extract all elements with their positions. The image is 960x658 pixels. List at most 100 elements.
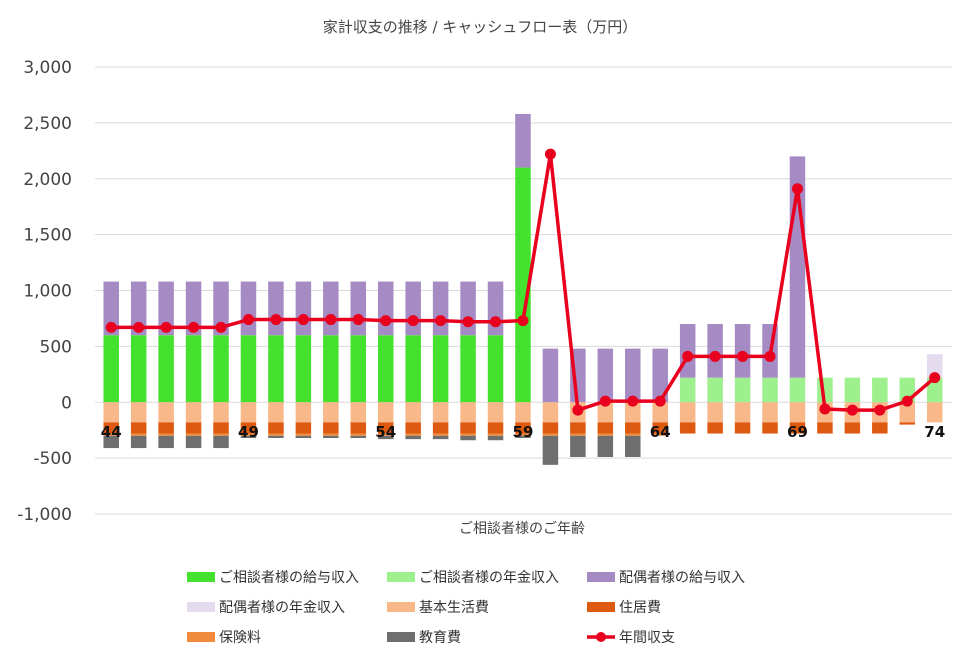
y-tick-label: 2,500 — [23, 114, 72, 134]
bar-segment — [268, 422, 284, 434]
bar-segment — [487, 433, 504, 436]
bar-segment — [295, 402, 312, 423]
bar-segment — [350, 433, 367, 436]
legend-swatch — [187, 572, 215, 582]
bar-segment — [926, 377, 943, 403]
bar-segment — [185, 433, 202, 436]
bar-segment — [460, 335, 476, 403]
bar-segment — [295, 433, 312, 436]
bar-segment — [597, 402, 614, 423]
bar-segment — [432, 422, 449, 434]
bar-segment — [350, 435, 367, 439]
bar-segment — [213, 435, 229, 449]
bar-segment — [707, 402, 723, 423]
bar-segment — [652, 348, 668, 403]
bar-segment — [103, 433, 119, 436]
bar-segment — [323, 433, 339, 436]
bar-segment — [268, 402, 284, 423]
bar-segment — [377, 281, 394, 336]
line-point — [544, 148, 556, 160]
y-tick-label: 500 — [40, 337, 72, 357]
age-label: 54 — [375, 423, 396, 441]
line-point — [572, 404, 584, 416]
bar-segment — [185, 435, 202, 449]
bar-segment — [679, 402, 696, 423]
legend-swatch — [187, 602, 215, 612]
bar-segment — [515, 435, 531, 439]
bar-segment — [268, 281, 284, 336]
bar-segment — [432, 435, 449, 440]
line-point — [188, 321, 200, 333]
bar-segment — [734, 422, 751, 434]
net-cashflow-line — [105, 148, 941, 416]
bar-segment — [487, 422, 504, 434]
bar-segment — [158, 402, 174, 423]
bar-segment — [460, 435, 476, 441]
bar-segment — [213, 281, 229, 336]
bar-segment — [158, 281, 174, 336]
bar-segment — [570, 435, 586, 458]
bar-segment — [625, 348, 641, 403]
line-point — [709, 350, 721, 362]
legend-item: ご相談者様の給与収入 — [187, 570, 359, 586]
bar-segment — [844, 377, 861, 403]
line-point — [133, 321, 145, 333]
legend-swatch — [587, 572, 615, 582]
bar-segment — [817, 422, 833, 434]
line-point — [819, 403, 831, 415]
line-point — [737, 350, 749, 362]
legend-swatch — [187, 632, 215, 642]
bar-segment — [158, 435, 174, 449]
bar-segment — [350, 335, 367, 403]
line-point — [215, 321, 227, 333]
bar-segment — [707, 422, 723, 434]
bar-segment — [597, 435, 614, 458]
bar-segment — [570, 422, 586, 434]
bar-segment — [789, 377, 806, 403]
bar-segment — [460, 433, 476, 436]
line-point — [435, 315, 447, 327]
legend-item: 基本生活費 — [387, 599, 489, 616]
legend-swatch — [587, 602, 615, 612]
bar-segment — [789, 402, 806, 423]
bar-segment — [405, 435, 421, 440]
bar-segment — [762, 422, 778, 434]
bar-segment — [487, 402, 504, 423]
age-label: 69 — [787, 423, 808, 441]
bar-segment — [872, 422, 888, 434]
bar-segment — [377, 335, 394, 403]
bar-segment — [515, 402, 531, 423]
line-point — [270, 314, 282, 326]
bar-segment — [405, 281, 421, 336]
bar-segment — [295, 335, 312, 403]
bar-segment — [652, 402, 668, 423]
line-point — [242, 314, 254, 326]
bar-segment — [515, 113, 531, 168]
bar-segment — [323, 422, 339, 434]
bar-segment — [899, 422, 916, 425]
bar-segment — [432, 335, 449, 403]
line-point — [490, 316, 502, 328]
legend-item: 住居費 — [587, 600, 661, 616]
bar-segment — [762, 402, 778, 423]
bar-segment — [240, 281, 257, 336]
bar-segment — [240, 422, 257, 434]
bar-segment — [707, 324, 723, 378]
bar-segment — [377, 422, 394, 434]
bar-segment — [597, 433, 614, 436]
bar-segment — [240, 435, 257, 439]
legend-label: 保険料 — [219, 630, 261, 646]
bar-series — [103, 113, 943, 465]
bar-segment — [103, 435, 119, 449]
bar-segment — [460, 402, 476, 423]
legend-label: 年間収支 — [619, 630, 675, 646]
bar-segment — [103, 335, 119, 403]
bar-segment — [542, 402, 559, 423]
bar-segment — [707, 377, 723, 403]
bar-segment — [350, 281, 367, 336]
bar-segment — [515, 433, 531, 436]
legend-label: 配偶者様の給与収入 — [619, 570, 745, 586]
bar-segment — [213, 335, 229, 403]
